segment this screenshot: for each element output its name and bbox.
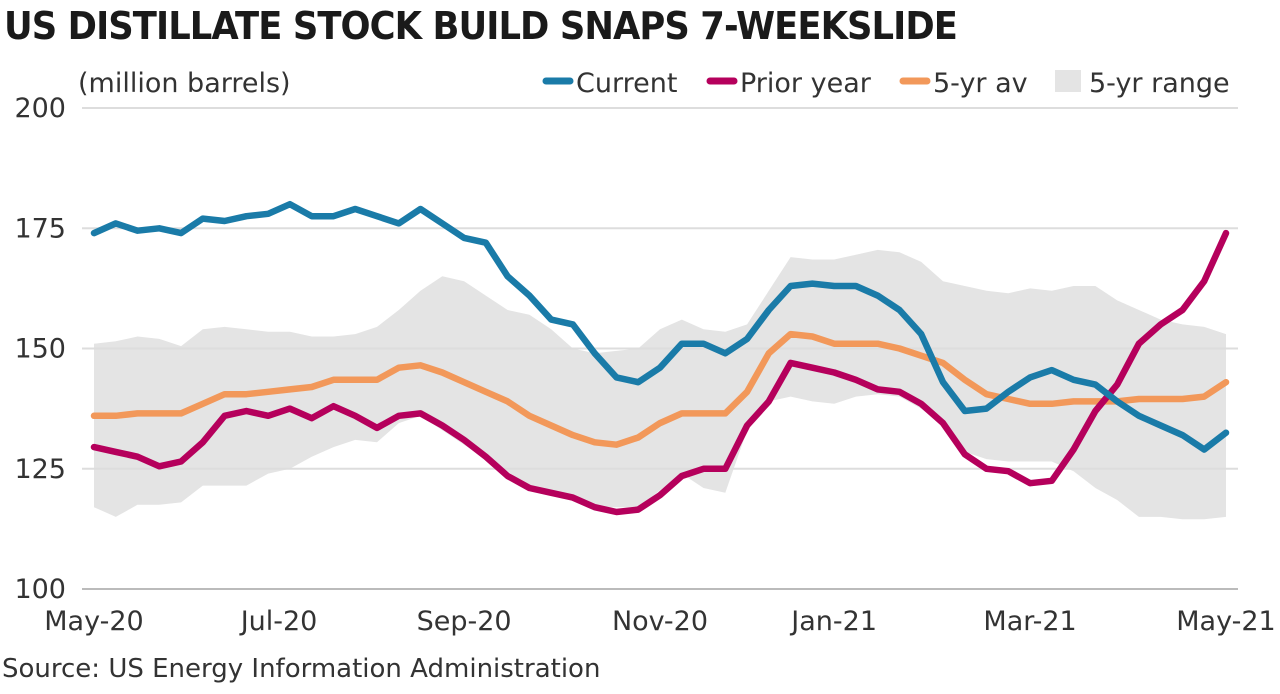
legend-swatch-range: [1055, 70, 1081, 92]
y-axis-label: (million barrels): [78, 68, 291, 99]
x-tick-label-may-21: May-21: [1176, 606, 1275, 637]
legend-label-current: Current: [576, 68, 677, 99]
y-tick-label-100: 100: [14, 574, 66, 605]
prior-year-line: [90, 229, 1230, 516]
source-note: Source: US Energy Information Administra…: [2, 654, 601, 684]
x-tick-label-jul-20: Jul-20: [239, 606, 318, 637]
y-tick-label-200: 200: [14, 93, 66, 124]
avg-line: [90, 330, 1230, 448]
x-tick-label-may-20: May-20: [44, 606, 143, 637]
grid-layer: [82, 107, 1238, 590]
range-band: [94, 249, 1226, 520]
y-tick-label-150: 150: [14, 334, 66, 365]
series-lines-layer: [90, 200, 1230, 516]
legend-label-range: 5-yr range: [1089, 68, 1230, 99]
y-tick-label-125: 125: [14, 454, 66, 485]
range-band-layer: [94, 249, 1226, 520]
chart-title: US DISTILLATE STOCK BUILD SNAPS 7-WEEKSL…: [4, 4, 958, 48]
y-tick-label-175: 175: [14, 213, 66, 244]
legend-label-prior: Prior year: [740, 68, 872, 99]
x-tick-label-sep-20: Sep-20: [417, 606, 512, 637]
current-line: [90, 200, 1230, 453]
x-tick-label-nov-20: Nov-20: [612, 606, 708, 637]
x-tick-label-jan-21: Jan-21: [789, 606, 877, 637]
axis-layer: 100 125 150 175 200 May-20 Jul-20 Sep-20 Nov-20 J…: [14, 93, 1275, 637]
x-tick-label-mar-21: Mar-21: [983, 606, 1076, 637]
legend-label-avg: 5-yr av: [933, 68, 1028, 99]
legend: Current Prior year 5-yr av 5-yr range: [542, 68, 1230, 99]
